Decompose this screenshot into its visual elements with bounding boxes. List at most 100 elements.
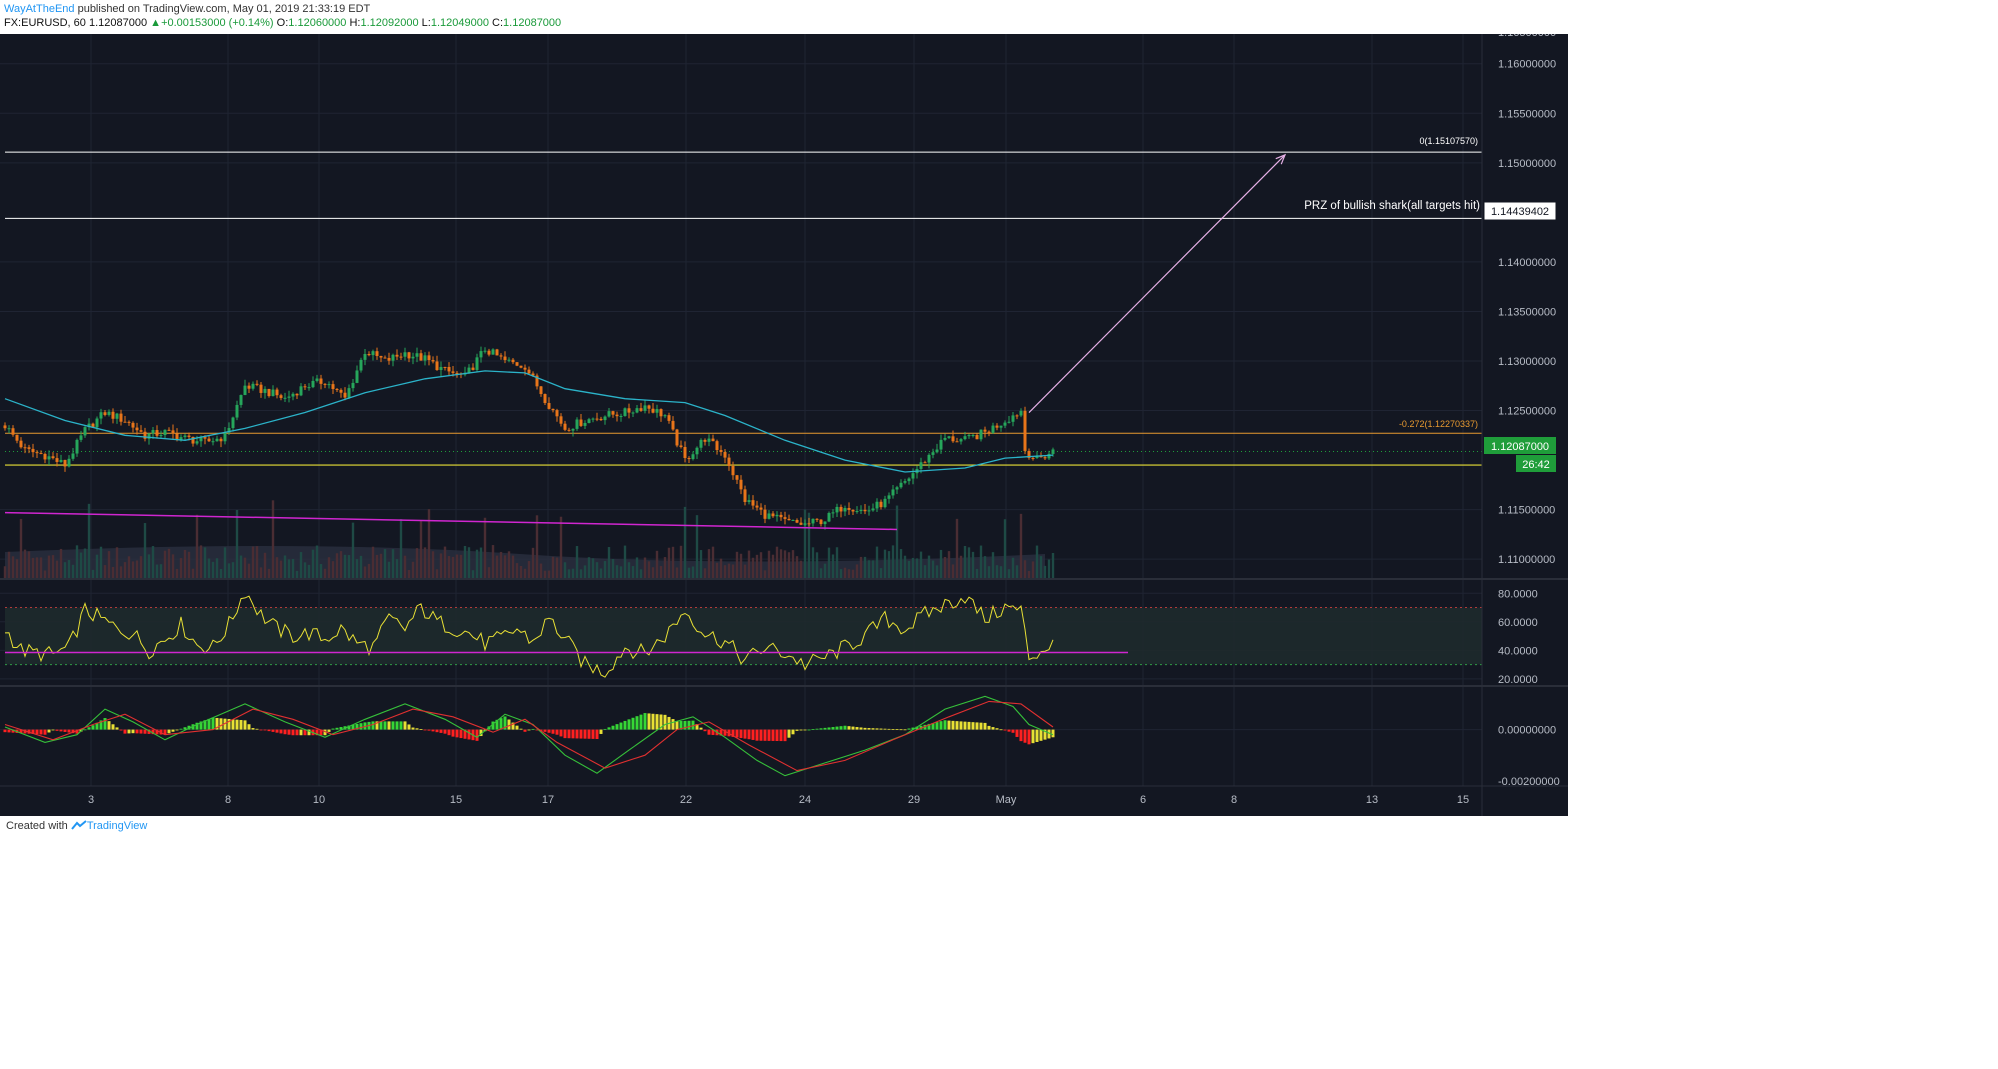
macd-histogram-bar [979,722,983,730]
volume-bar [339,551,343,579]
volume-bar [875,546,879,579]
volume-bar [759,552,763,579]
macd-histogram-bar [983,722,987,730]
volume-bar [359,555,363,579]
candle-body [975,435,979,440]
volume-bar [607,547,611,579]
macd-histogram-bar [11,729,15,733]
volume-bar [707,549,711,579]
pane-dividers[interactable] [0,34,1568,816]
macd-histogram-bar [767,729,771,741]
candle-body [799,522,803,525]
price-badge-text: 1.12087000 [1491,441,1549,453]
macd-histogram-bar [803,729,807,731]
volume-bar [371,546,375,579]
candle-body [55,458,59,462]
chart-background [0,34,1568,816]
volume-bar [295,570,299,579]
volume-bar [459,554,463,579]
volume-bar [691,566,695,579]
candle-body [563,423,567,430]
volume-bar [187,551,191,579]
volume-bar [595,562,599,579]
candle-body [131,422,135,428]
macd-histogram-bar [1051,729,1055,738]
macd-histogram-bar [439,729,443,733]
macd-histogram-bar [459,729,463,739]
candle-body [327,384,331,386]
volume-bar [651,567,655,579]
volume-bar [139,556,143,579]
macd-histogram-bar [131,729,135,734]
macd-histogram-bar [963,721,967,730]
macd-histogram-bar [47,729,51,733]
candle-body [795,520,799,523]
macd-histogram-bar [1043,729,1047,740]
volume-bar [967,547,971,579]
macd-histogram-bar [1039,729,1043,741]
price-axis[interactable]: 1.16500000 1.16000000 1.15500000 1.15000000… [1498,34,1560,788]
candle-body [711,438,715,442]
candle-body [651,408,655,413]
macd-histogram-bar [355,723,359,730]
candle-body [155,430,159,436]
macd-histogram-bar [647,713,651,730]
candle-body [251,383,255,389]
volume-bar [1019,513,1023,579]
candle-body [491,349,495,355]
volume-bar [167,548,171,579]
candle-body [547,403,551,409]
time-axis[interactable]: 3 8 10 15 17 22 24 29 May 6 8 13 15 [88,794,1469,806]
support-trendline[interactable] [4,511,898,531]
volume-bar [987,566,991,579]
macd-histogram-bar [823,727,827,730]
candle-body [779,514,783,518]
candle-body [731,465,735,476]
candle-body [431,360,435,362]
macd-histogram-bar [291,729,295,736]
chart-header: WayAtTheEnd published on TradingView.com… [0,0,1568,34]
macd-histogram-bar [127,729,131,734]
volume-bar [399,519,403,579]
volume-bar [747,550,751,579]
target-arrow-line[interactable] [1028,154,1286,413]
candle-body [559,416,563,424]
candle-body [619,415,623,417]
candle-body [331,384,335,390]
macd-histogram-bar [259,729,263,731]
volume-bar [287,559,291,579]
price-axis-label: 1.12500000 [1498,406,1556,418]
candle-body [719,450,723,452]
macd-histogram-bar [99,720,103,730]
candle-body [19,440,23,448]
volume-bar [847,569,851,579]
volume-bar [823,563,827,579]
macd-histogram-bar [175,729,179,731]
macd-histogram-bar [255,728,259,730]
candle-body [883,498,887,508]
volume-bar [115,547,119,579]
macd-histogram-bar [895,729,899,730]
macd-histogram-bar [671,719,675,730]
macd-histogram-bar [875,728,879,730]
macd-histogram-bar [959,721,963,730]
author-link[interactable]: WayAtTheEnd [4,3,75,15]
candle-body [447,366,451,372]
volume-bar [47,555,51,579]
candle-body [187,435,191,437]
tradingview-link[interactable]: TradingView [86,820,148,832]
volume-bar [935,565,939,579]
volume-bar [427,509,431,579]
candle-body [115,413,119,419]
candle-body [995,425,999,428]
macd-histogram-bar [771,729,775,741]
candle-body [659,409,663,417]
macd-histogram-bar [587,729,591,739]
macd-histogram-bar [231,719,235,730]
macd-histogram-bar [723,729,727,736]
volume-bar [127,556,131,579]
volume-bar [499,551,503,579]
chart-area[interactable]: 1.16500000 1.16000000 1.15500000 1.15000000… [0,34,1568,816]
macd-histogram-bar [939,721,943,730]
volume-bar [763,570,767,579]
